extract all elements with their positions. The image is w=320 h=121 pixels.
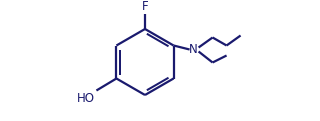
Text: N: N xyxy=(189,43,198,56)
Text: HO: HO xyxy=(76,91,94,105)
Text: F: F xyxy=(142,0,148,13)
